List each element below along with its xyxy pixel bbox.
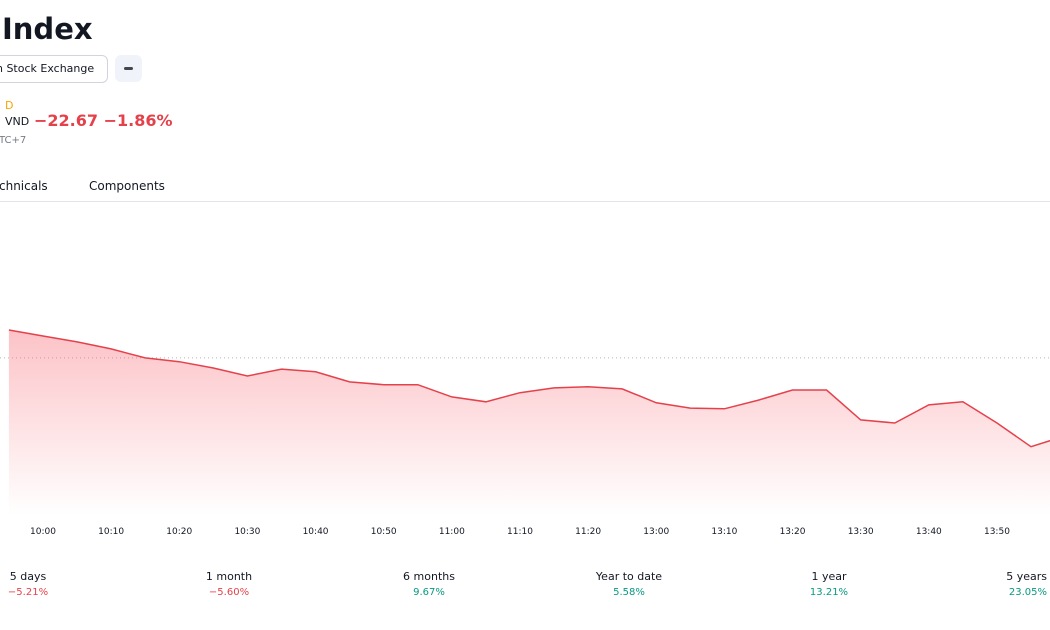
x-tick-label: 11:20 [575, 527, 601, 537]
period-change: 9.67% [413, 587, 445, 598]
period-label[interactable]: 5 years [1006, 570, 1047, 583]
period-change: 23.05% [1008, 587, 1047, 598]
period-label[interactable]: 6 months [403, 570, 455, 583]
tab[interactable]: Components [89, 179, 165, 193]
x-tick-label: 13:20 [780, 527, 806, 537]
x-tick-label: 10:10 [98, 527, 124, 537]
period-label[interactable]: 1 year [811, 570, 847, 583]
x-tick-label: 10:20 [166, 527, 192, 537]
exchange-label: nh Stock Exchange [0, 62, 95, 75]
x-tick-label: 13:10 [711, 527, 737, 537]
x-tick-label: 13:00 [643, 527, 669, 537]
x-tick-label: 11:00 [439, 527, 465, 537]
period-change: 13.21% [809, 587, 849, 598]
period-label[interactable]: 5 days [9, 570, 47, 583]
x-tick-label: 10:00 [30, 527, 56, 537]
x-tick-label: 13:50 [984, 527, 1010, 537]
x-tick-label: 10:50 [371, 527, 397, 537]
price-change: −22.67 −1.86% [34, 111, 173, 130]
x-tick-label: 13:40 [916, 527, 942, 537]
divider [0, 201, 1050, 202]
x-tick-label: 13:30 [848, 527, 874, 537]
period-label[interactable]: 1 month [205, 570, 253, 583]
period-change: −5.60% [208, 587, 250, 598]
x-tick-label: 10:30 [234, 527, 260, 537]
more-button[interactable] [115, 55, 142, 82]
tab[interactable]: chnicals [0, 179, 48, 193]
timezone: TC+7 [0, 135, 27, 146]
area-fill [8, 330, 1050, 515]
market-status: D [5, 99, 14, 112]
price-line [8, 329, 1050, 448]
period-change: −5.21% [7, 587, 49, 598]
exchange-button[interactable]: nh Stock Exchange [0, 55, 108, 83]
title: Index [2, 12, 93, 46]
currency: VND [5, 115, 30, 128]
period-change: 5.58% [613, 587, 645, 598]
period-label[interactable]: Year to date [595, 570, 663, 583]
x-tick-label: 10:40 [303, 527, 329, 537]
x-tick-label: 11:10 [507, 527, 533, 537]
